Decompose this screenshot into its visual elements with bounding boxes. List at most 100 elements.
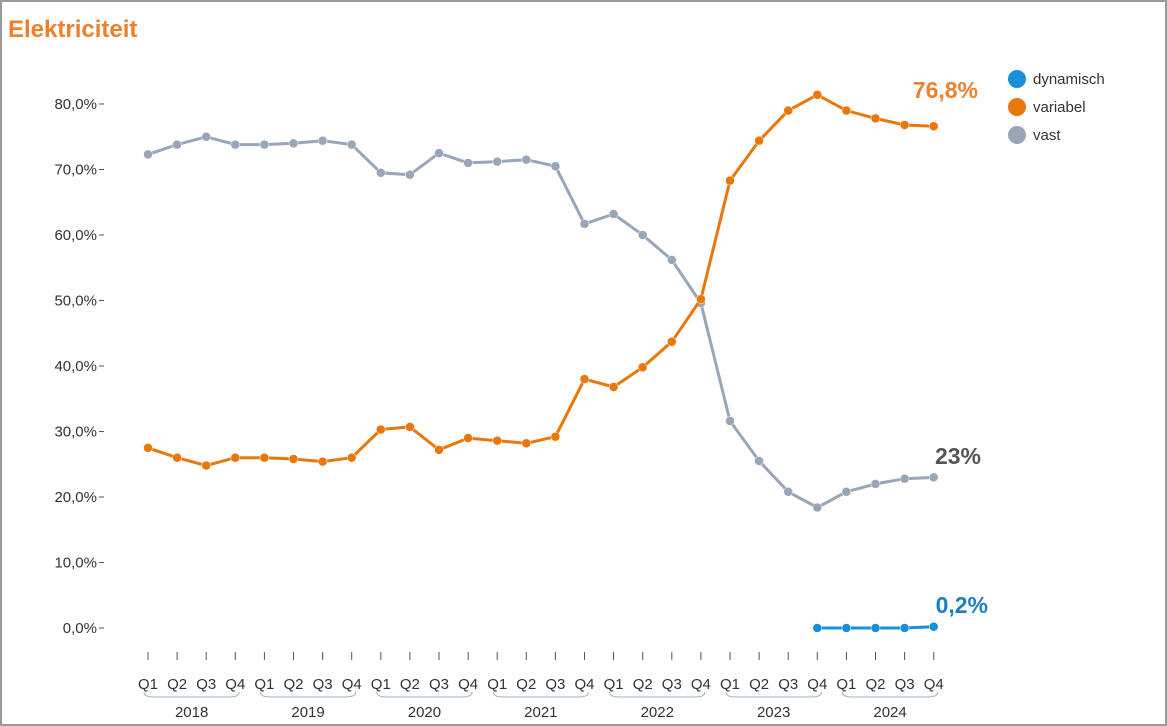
data-point-variabel bbox=[608, 382, 619, 392]
data-point-variabel bbox=[841, 105, 852, 116]
data-point-vast bbox=[521, 154, 532, 165]
year-bracket bbox=[841, 691, 939, 698]
x-tick-label: Q1 bbox=[836, 676, 856, 693]
data-point-vast bbox=[172, 139, 182, 150]
year-label: 2021 bbox=[524, 704, 557, 721]
data-point-variabel bbox=[376, 424, 386, 435]
x-tick-label: Q3 bbox=[662, 676, 682, 693]
year-label: 2020 bbox=[408, 704, 441, 721]
x-tick-label: Q2 bbox=[400, 676, 420, 693]
series-line-vast bbox=[147, 135, 934, 509]
data-point-variabel bbox=[143, 443, 153, 453]
data-point-vast bbox=[899, 473, 910, 484]
year-bracket bbox=[259, 691, 357, 698]
data-point-vast bbox=[463, 158, 473, 168]
legend-label-variabel: variabel bbox=[1033, 99, 1086, 116]
data-point-variabel bbox=[172, 452, 182, 463]
data-point-variabel bbox=[463, 433, 473, 443]
y-axis: 0,0% 10,0% 20,0% 30,0% 40,0% 50,0% 60,0% 70,0% 8… bbox=[54, 96, 104, 637]
legend-marker-dynamisch bbox=[1008, 70, 1026, 88]
series-line-variabel bbox=[147, 93, 934, 468]
x-tick-label: Q2 bbox=[516, 676, 536, 693]
year-label: 2018 bbox=[175, 704, 208, 721]
y-tick-label: 80,0% bbox=[54, 96, 97, 113]
year-label: 2019 bbox=[291, 704, 324, 721]
y-tick-label: 20,0% bbox=[54, 489, 97, 506]
data-point-vast bbox=[405, 169, 415, 180]
x-tick-label: Q4 bbox=[342, 676, 362, 693]
legend-label-vast: vast bbox=[1033, 127, 1061, 144]
year-bracket bbox=[376, 691, 473, 698]
x-axis: Q1 Q2 Q3 Q4 Q1 Q2 Q3 Q4 Q1 Q2 Q3 Q4 Q1 Q2 Q3 Q4 Q1 Q2 Q3 Q4… bbox=[138, 652, 944, 721]
end-label-vast: 23% bbox=[935, 443, 981, 469]
year-label: 2024 bbox=[873, 704, 906, 721]
x-tick-label: Q1 bbox=[371, 676, 391, 693]
data-point-variabel bbox=[928, 121, 939, 132]
data-point-vast bbox=[492, 156, 502, 167]
data-point-vast bbox=[143, 149, 153, 160]
y-tick-label: 40,0% bbox=[54, 358, 97, 375]
data-point-variabel bbox=[899, 120, 910, 130]
data-point-variabel bbox=[405, 422, 415, 432]
data-point-dynamisch bbox=[870, 623, 881, 633]
data-point-variabel bbox=[579, 374, 590, 384]
y-tick-label: 70,0% bbox=[54, 162, 97, 179]
data-point-vast bbox=[346, 139, 357, 150]
x-tick-label: Q2 bbox=[167, 676, 187, 693]
chart-title: Elektriciteit bbox=[8, 16, 138, 43]
data-point-vast bbox=[754, 456, 764, 466]
data-point-variabel bbox=[725, 175, 735, 186]
end-labels: 0,2% 76,8% 23% bbox=[913, 77, 988, 618]
x-tick-label: Q3 bbox=[545, 676, 565, 693]
x-tick-label: Q1 bbox=[254, 676, 274, 693]
x-tick-label: Q4 bbox=[574, 676, 594, 693]
data-point-vast bbox=[667, 255, 677, 265]
data-point-variabel bbox=[637, 362, 648, 373]
data-point-variabel bbox=[434, 445, 444, 455]
legend-marker-variabel bbox=[1008, 98, 1026, 116]
y-tick-label: 30,0% bbox=[54, 424, 97, 441]
data-point-variabel bbox=[812, 90, 823, 100]
x-tick-label: Q4 bbox=[225, 676, 245, 693]
y-tick-label: 0,0% bbox=[63, 620, 97, 637]
series-layer bbox=[143, 90, 939, 633]
y-tick-label: 60,0% bbox=[54, 227, 97, 244]
year-label: 2023 bbox=[757, 704, 790, 721]
x-tick-label: Q2 bbox=[865, 676, 885, 693]
data-point-dynamisch bbox=[899, 623, 910, 633]
data-point-vast bbox=[317, 135, 328, 146]
x-tick-label: Q3 bbox=[196, 676, 216, 693]
data-point-variabel bbox=[201, 460, 211, 471]
data-point-vast bbox=[725, 416, 735, 426]
data-point-variabel bbox=[288, 454, 299, 464]
data-point-vast bbox=[579, 219, 590, 229]
data-point-variabel bbox=[696, 294, 706, 304]
year-bracket bbox=[492, 691, 589, 698]
x-tick-label: Q1 bbox=[138, 676, 158, 693]
end-label-variabel: 76,8% bbox=[913, 77, 978, 103]
data-point-vast bbox=[550, 161, 561, 171]
data-point-dynamisch bbox=[812, 623, 823, 633]
x-tick-label: Q3 bbox=[895, 676, 915, 693]
data-point-variabel bbox=[754, 135, 764, 146]
x-tick-label: Q4 bbox=[924, 676, 944, 693]
year-bracket bbox=[725, 691, 822, 698]
x-tick-label: Q1 bbox=[604, 676, 624, 693]
data-point-vast bbox=[376, 168, 386, 178]
x-tick-label: Q4 bbox=[807, 676, 827, 693]
data-point-variabel bbox=[230, 452, 241, 463]
end-label-dynamisch: 0,2% bbox=[936, 592, 988, 618]
x-tick-label: Q2 bbox=[633, 676, 653, 693]
data-point-vast bbox=[637, 230, 648, 240]
x-tick-label: Q3 bbox=[429, 676, 449, 693]
x-tick-label: Q4 bbox=[691, 676, 711, 693]
data-point-variabel bbox=[492, 435, 502, 446]
data-point-vast bbox=[812, 502, 823, 513]
x-tick-label: Q1 bbox=[487, 676, 507, 693]
data-point-vast bbox=[841, 487, 852, 497]
legend-marker-vast bbox=[1008, 126, 1026, 144]
data-point-dynamisch bbox=[928, 621, 939, 632]
x-tick-label: Q2 bbox=[749, 676, 769, 693]
